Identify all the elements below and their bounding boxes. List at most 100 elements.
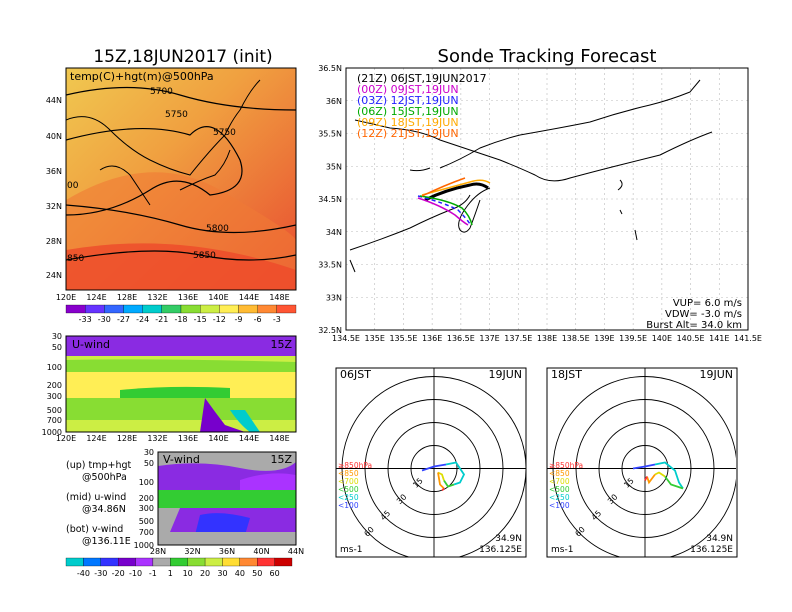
hodograph-lon: 136.125E [690, 545, 733, 555]
hodograph-time: 18JST [551, 368, 582, 381]
level-legend: <850 [549, 469, 570, 478]
legend-entry: (03Z) 12JST,19JUN [357, 94, 459, 107]
level-legend: <100 [338, 501, 359, 510]
lat-tick-label: 36N [46, 167, 62, 176]
legend-entry: (00Z) 09JST,19JUN [357, 83, 459, 96]
lat-tick-label: 36.5N [318, 64, 342, 73]
japan-coastline [349, 79, 713, 273]
colorbar-label: -24 [136, 315, 149, 324]
lon-tick-label: 140E [208, 434, 228, 443]
lat-tick-label: 32N [184, 547, 200, 556]
colorbar-cell [200, 304, 220, 314]
lon-tick-label: 124E [86, 434, 106, 443]
lat-tick-label: 44N [288, 547, 304, 556]
main-legend: (21Z) 06JST,19JUN2017(00Z) 09JST,19JUN(0… [357, 72, 487, 140]
hodograph-trace [437, 471, 445, 481]
contour-label: 00 [67, 181, 79, 191]
hodograph-unit: ms-1 [551, 545, 573, 555]
lon-tick-label: 141.5E [734, 334, 762, 343]
legend-line: (up) tmp+hgt [66, 460, 132, 471]
lon-tick-label: 140E [208, 293, 228, 302]
lon-tick-label: 140E [652, 334, 672, 343]
uwind-panel [66, 336, 296, 432]
vwind-frame [157, 451, 297, 546]
level-legend: <250 [338, 493, 359, 502]
contour-labels: 5700 5750 5750 5800 5850 00 850 [67, 87, 236, 264]
colorbar-label: 1 [168, 569, 173, 578]
colorbar-label: -27 [117, 315, 130, 324]
colorbar-label: -1 [149, 569, 157, 578]
pressure-tick-label: 200 [47, 381, 62, 390]
lon-tick-label: 120E [56, 293, 76, 302]
param-vup: VUP= 6.0 m/s [673, 298, 742, 309]
colorbar-label: -3 [273, 315, 281, 324]
lon-tick-label: 144E [239, 293, 259, 302]
legend-line: @136.11E [82, 536, 131, 547]
colorbar-label: -21 [155, 315, 168, 324]
pressure-tick-label: 50 [52, 343, 62, 352]
vwind-label: V-wind [163, 453, 200, 466]
colorbar-label: 50 [252, 569, 262, 578]
level-legend: <250 [549, 493, 570, 502]
legend-entry: (12Z) 21JST,19JUN [357, 127, 459, 140]
lat-tick-label: 33N [326, 293, 342, 302]
lon-tick-label: 136E [178, 293, 198, 302]
colorbar-cell [83, 557, 101, 567]
colorbar-label: -12 [213, 315, 226, 324]
colorbar-cell [135, 557, 154, 567]
contour-label: 5750 [165, 110, 188, 120]
colorbar-label: -30 [94, 569, 107, 578]
hodograph-rings [547, 368, 736, 557]
level-legend: <700 [338, 477, 359, 486]
lon-tick-label: 120E [56, 434, 76, 443]
hodograph-trace [443, 480, 455, 488]
colorbar-label: 20 [200, 569, 210, 578]
wind-colorbar: -40 -30 -20 -10 -1 1 10 20 30 40 50 60 [65, 557, 293, 578]
legend-entry: (21Z) 06JST,19JUN2017 [357, 72, 487, 85]
hodograph-trace [644, 476, 648, 481]
lon-tick-label: 139E [594, 334, 614, 343]
lon-tick-label: 128E [117, 293, 137, 302]
pressure-tick-label: 500 [47, 406, 62, 415]
legend-line: @500hPa [82, 472, 127, 483]
level-legend: <500 [549, 485, 570, 494]
left-title: 15Z,18JUN2017 (init) [93, 47, 272, 67]
param-burst: Burst Alt= 34.0 km [646, 320, 742, 331]
lon-tick-label: 148E [269, 293, 289, 302]
hodograph-trace [632, 463, 656, 470]
lon-tick-label: 138.5E [562, 334, 590, 343]
legend-entry: (09Z) 18JST,19JUN [357, 116, 459, 129]
lon-tick-label: 132E [147, 293, 167, 302]
level-legend: <850 [338, 469, 359, 478]
colorbar-label: -15 [194, 315, 207, 324]
level-legend: <700 [549, 477, 570, 486]
lon-tick-label: 136E [178, 434, 198, 443]
lon-tick-label: 137E [479, 334, 499, 343]
lat-tick-label: 24N [46, 271, 62, 280]
temp-map-label: temp(C)+hgt(m)@500hPa [70, 70, 214, 83]
lon-tick-label: 141E [709, 334, 729, 343]
hodograph-unit: ms-1 [340, 545, 362, 555]
colorbar-cell [65, 304, 86, 314]
level-legend: ≥850hPa [549, 461, 583, 470]
colorbar-cell [161, 304, 182, 314]
colorbar-cell [123, 304, 143, 314]
hodograph-date: 19JUN [488, 368, 522, 381]
temp-colorbar: -33 -30 -27 -24 -21 -18 -15 -12 -9 -6 -3 [65, 304, 297, 324]
uwind-lon-ticks: 120E 124E 128E 132E 136E 140E 144E 148E [56, 434, 290, 443]
temp-lat-ticks: 44N 40N 36N 32N 28N 24N [46, 96, 62, 280]
colorbar-label: -20 [112, 569, 125, 578]
colorbar-cell [257, 557, 275, 567]
colorbar-cell [180, 304, 201, 314]
lat-tick-label: 32.5N [318, 326, 342, 335]
colorbar-cell [85, 304, 105, 314]
lat-tick-label: 28N [150, 547, 166, 556]
pressure-tick-label: 100 [139, 478, 154, 487]
lat-tick-label: 35N [326, 162, 342, 171]
lon-tick-label: 148E [269, 434, 289, 443]
lat-tick-label: 34N [326, 228, 342, 237]
track-forecasts [417, 177, 491, 226]
lat-tick-label: 32N [46, 202, 62, 211]
